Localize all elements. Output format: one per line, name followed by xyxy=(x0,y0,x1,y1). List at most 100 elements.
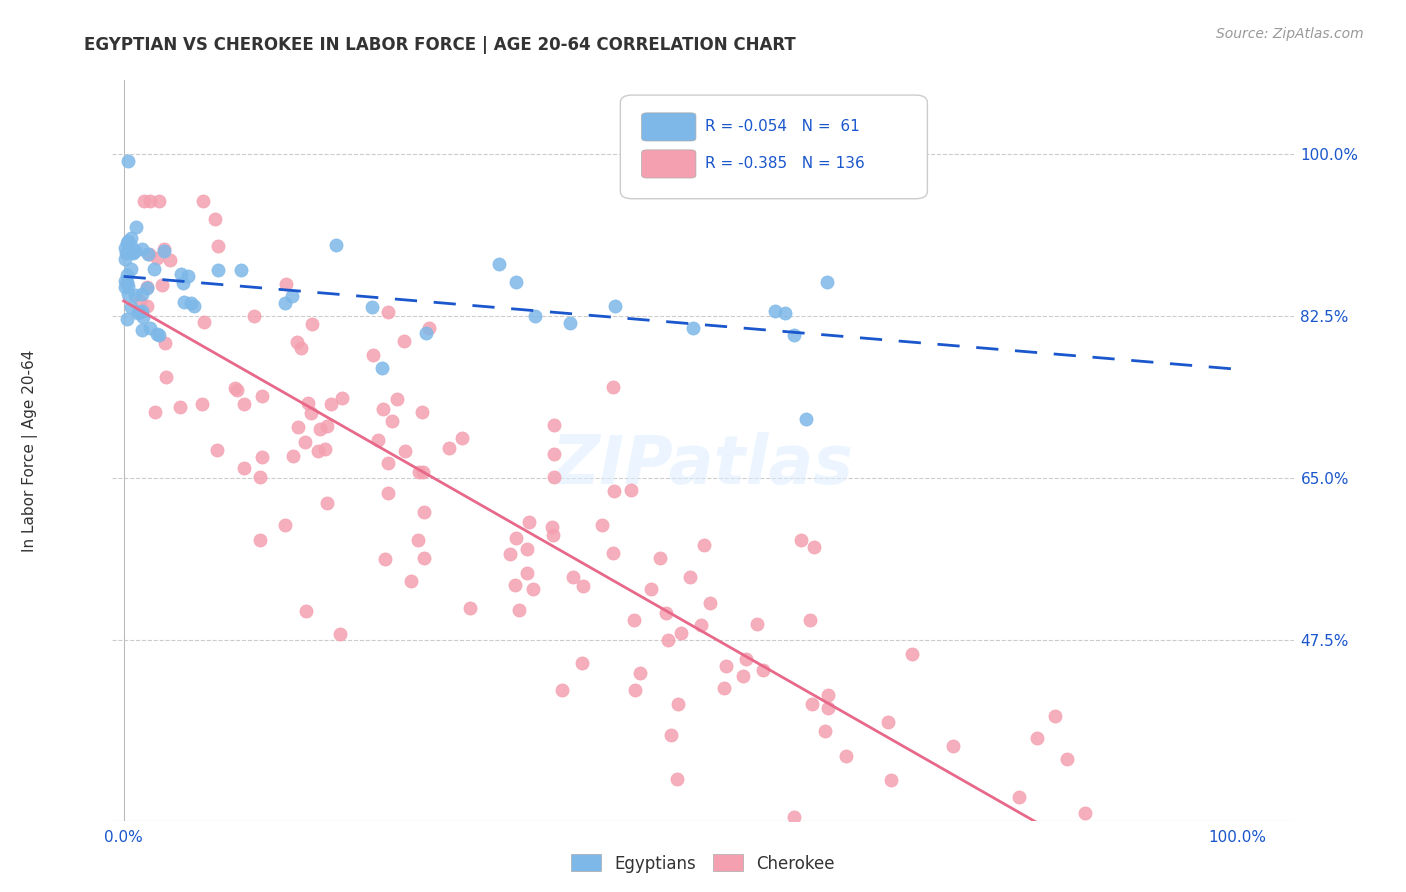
Point xyxy=(790,533,813,548)
Point xyxy=(127,305,149,319)
Point xyxy=(413,551,436,566)
Point xyxy=(783,327,806,342)
Point xyxy=(274,518,297,533)
Point xyxy=(115,275,138,289)
Point xyxy=(120,301,142,315)
Point xyxy=(139,321,162,335)
Point xyxy=(408,465,430,479)
Point xyxy=(543,447,565,461)
Point xyxy=(124,244,146,258)
Point xyxy=(603,299,626,313)
Point xyxy=(114,275,136,289)
Point xyxy=(543,470,565,484)
Point xyxy=(377,305,399,319)
Point xyxy=(330,391,353,405)
Point xyxy=(131,242,153,256)
Point xyxy=(602,546,624,560)
Point xyxy=(523,309,546,323)
Point xyxy=(183,299,205,313)
Point xyxy=(751,663,773,677)
Point xyxy=(308,422,330,436)
Point xyxy=(290,342,312,356)
Point xyxy=(114,241,136,255)
Point xyxy=(415,326,437,340)
Point xyxy=(136,280,159,294)
Point xyxy=(117,278,139,293)
Point xyxy=(543,418,565,433)
Point xyxy=(1056,752,1078,766)
Point xyxy=(145,327,167,342)
Point xyxy=(169,401,191,415)
Point xyxy=(115,268,138,282)
Point xyxy=(361,300,384,314)
Text: EGYPTIAN VS CHEROKEE IN LABOR FORCE | AGE 20-64 CORRELATION CHART: EGYPTIAN VS CHEROKEE IN LABOR FORCE | AG… xyxy=(84,36,796,54)
Point xyxy=(274,296,297,310)
Point xyxy=(374,552,396,566)
FancyBboxPatch shape xyxy=(641,150,696,178)
Point xyxy=(488,257,510,271)
Point xyxy=(120,231,142,245)
Point xyxy=(297,396,319,410)
Point xyxy=(371,402,394,417)
Point xyxy=(138,247,160,261)
Point xyxy=(319,396,342,410)
Point xyxy=(699,596,721,610)
Point xyxy=(412,505,434,519)
Point xyxy=(249,533,271,547)
Point xyxy=(287,420,309,434)
Point xyxy=(135,281,157,295)
Text: R = -0.385   N = 136: R = -0.385 N = 136 xyxy=(706,156,865,171)
Point xyxy=(191,194,214,208)
Point xyxy=(623,613,645,627)
Point xyxy=(117,287,139,301)
Text: In Labor Force | Age 20-64: In Labor Force | Age 20-64 xyxy=(22,350,38,551)
Point xyxy=(640,582,662,597)
Point xyxy=(148,327,170,342)
Point xyxy=(233,461,256,475)
Point xyxy=(517,515,540,529)
Point xyxy=(294,435,316,450)
Point xyxy=(231,262,253,277)
Point xyxy=(117,234,139,248)
Point xyxy=(124,288,146,302)
Point xyxy=(620,483,643,497)
Point xyxy=(120,238,142,252)
Point xyxy=(146,251,169,265)
Point xyxy=(1074,805,1097,820)
Point xyxy=(115,312,138,326)
Point xyxy=(114,252,136,266)
Point xyxy=(800,697,823,711)
Point xyxy=(301,317,323,331)
FancyBboxPatch shape xyxy=(641,113,696,141)
Point xyxy=(666,772,689,787)
Point xyxy=(412,465,434,479)
Point xyxy=(377,485,399,500)
Point xyxy=(602,380,624,394)
Point xyxy=(942,739,965,753)
Point xyxy=(172,276,194,290)
Point xyxy=(281,450,304,464)
Point xyxy=(541,527,564,541)
Point xyxy=(876,714,898,729)
Point xyxy=(1008,789,1031,804)
Point xyxy=(628,665,651,680)
Point xyxy=(558,316,581,330)
Point xyxy=(148,194,170,208)
Point xyxy=(307,443,329,458)
Point xyxy=(387,392,409,407)
Point xyxy=(329,627,352,641)
Point xyxy=(153,242,176,256)
Point xyxy=(117,235,139,250)
Point xyxy=(294,604,316,618)
Point xyxy=(316,496,339,510)
Point xyxy=(226,383,249,397)
Point xyxy=(153,244,176,258)
Point xyxy=(232,397,254,411)
Point xyxy=(399,574,422,589)
Point xyxy=(591,518,613,533)
Point xyxy=(659,728,682,742)
Point xyxy=(516,566,538,580)
Point xyxy=(114,246,136,260)
Point xyxy=(285,334,308,349)
Point xyxy=(799,613,821,627)
